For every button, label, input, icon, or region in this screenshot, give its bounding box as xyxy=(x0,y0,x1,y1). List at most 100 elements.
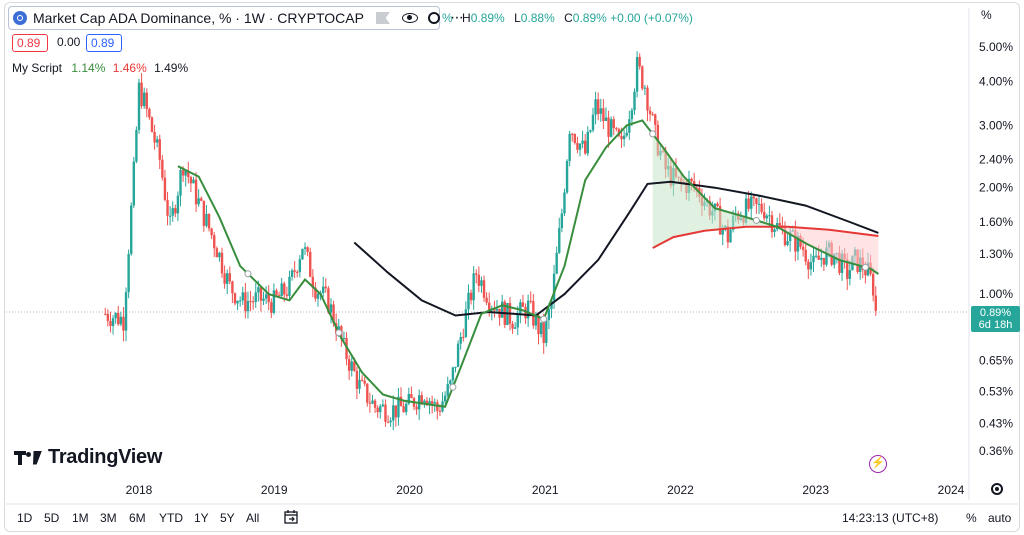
candle-body xyxy=(433,402,436,404)
candle-body xyxy=(423,400,426,405)
candle-body xyxy=(275,290,278,296)
candle-body xyxy=(804,249,807,262)
symbol-legend[interactable]: Market Cap ADA Dominance, % · 1W · CRYPT… xyxy=(8,6,464,30)
timeframe-5y[interactable]: 5Y xyxy=(220,511,235,525)
buy-price-button[interactable]: 0.89 xyxy=(86,34,122,52)
candle-body xyxy=(770,215,774,232)
x-tick-label: 2023 xyxy=(802,483,829,497)
eye-icon[interactable] xyxy=(401,13,418,23)
candle-body xyxy=(397,396,400,418)
close-value: 0.89% xyxy=(572,11,607,25)
candle-body xyxy=(163,177,167,200)
candle-body xyxy=(822,257,826,265)
candle-body xyxy=(443,395,447,402)
candle-body xyxy=(635,57,639,92)
candle-body xyxy=(571,133,574,135)
candle-body xyxy=(293,270,296,272)
candle-body xyxy=(615,127,618,130)
candle-body xyxy=(524,306,527,319)
auto-scale-toggle[interactable]: auto xyxy=(988,511,1012,525)
percent-scale-toggle[interactable]: % xyxy=(966,511,977,525)
x-tick-label: 2019 xyxy=(261,483,288,497)
candle-body xyxy=(602,108,605,121)
candle-body xyxy=(270,302,273,313)
candle-body xyxy=(864,269,867,276)
candle-body xyxy=(135,129,138,162)
gear-icon[interactable] xyxy=(991,483,1003,495)
candle-body xyxy=(425,400,429,406)
candle-body xyxy=(695,187,698,189)
tradingview-logo[interactable]: TradingView xyxy=(14,446,162,469)
candle-body xyxy=(200,198,203,201)
axis-unit-label: % xyxy=(981,8,992,22)
line-black-series xyxy=(353,180,879,317)
candle-body xyxy=(817,255,820,260)
candle-body xyxy=(332,304,335,324)
timeframe-1d[interactable]: 1D xyxy=(17,511,33,525)
candle-body xyxy=(381,404,385,407)
indicator-name[interactable]: My Script xyxy=(12,61,63,75)
candle-body xyxy=(161,159,164,178)
timeframe-1y[interactable]: 1Y xyxy=(194,511,209,525)
candle-body xyxy=(716,203,719,206)
more-icon[interactable]: ··· xyxy=(449,9,464,26)
candle-body xyxy=(104,313,107,315)
candle-body xyxy=(526,300,530,319)
candle-body xyxy=(303,247,307,249)
indicator-legend[interactable]: My Script 1.14% 1.46% 1.49% xyxy=(12,61,188,75)
fill-red-area xyxy=(772,225,879,274)
candle-body xyxy=(140,82,143,107)
y-tick-label: 1.00% xyxy=(979,287,1013,301)
candle-body xyxy=(721,227,724,235)
candle-body xyxy=(475,273,478,275)
candle-body xyxy=(622,135,626,140)
last-price-tag: 0.89% 6d 18h xyxy=(971,306,1020,332)
candle-body xyxy=(415,406,418,410)
candle-body xyxy=(765,215,769,219)
timeframe-ytd[interactable]: YTD xyxy=(159,511,183,525)
high-value: 0.89% xyxy=(470,11,505,25)
candle-body xyxy=(327,288,330,313)
candle-body xyxy=(213,235,216,249)
candle-body xyxy=(596,99,600,114)
candle-body xyxy=(752,196,756,199)
candle-body xyxy=(848,270,852,279)
candle-body xyxy=(197,198,200,205)
bolt-icon[interactable]: ⚡ xyxy=(869,455,887,473)
candle-body xyxy=(402,406,405,413)
signal-marker xyxy=(752,216,760,224)
candle-body xyxy=(117,312,120,325)
candle-body xyxy=(324,286,327,289)
candle-body xyxy=(788,231,792,242)
timeframe-3m[interactable]: 3M xyxy=(100,511,117,525)
candle-body xyxy=(106,313,110,321)
sell-price-button[interactable]: 0.89 xyxy=(12,34,48,52)
candle-body xyxy=(812,255,815,263)
candle-body xyxy=(360,379,364,381)
settings-icon[interactable] xyxy=(427,12,440,24)
flag-icon[interactable] xyxy=(375,12,390,24)
candle-body xyxy=(744,198,748,223)
candle-body xyxy=(516,313,519,328)
last-price-value: 0.89% xyxy=(979,307,1012,319)
symbol-title[interactable]: Market Cap ADA Dominance, % · 1W · CRYPT… xyxy=(33,10,364,26)
candle-body xyxy=(638,57,641,67)
candle-body xyxy=(500,301,504,318)
timeframe-6m[interactable]: 6M xyxy=(129,511,146,525)
candle-body xyxy=(807,261,810,270)
timeframe-1m[interactable]: 1M xyxy=(72,511,89,525)
clock-display[interactable]: 14:23:13 (UTC+8) xyxy=(842,511,939,525)
candle-body xyxy=(464,309,468,337)
candle-body xyxy=(142,92,146,107)
candle-body xyxy=(220,252,224,274)
compare-icon[interactable] xyxy=(283,509,299,525)
candle-body xyxy=(794,230,797,252)
candle-body xyxy=(620,136,623,140)
candle-body xyxy=(871,273,875,296)
candle-body xyxy=(430,401,434,404)
candle-body xyxy=(581,140,584,144)
candle-body xyxy=(205,213,208,226)
timeframe-all[interactable]: All xyxy=(246,511,260,525)
timeframe-5d[interactable]: 5D xyxy=(44,511,60,525)
